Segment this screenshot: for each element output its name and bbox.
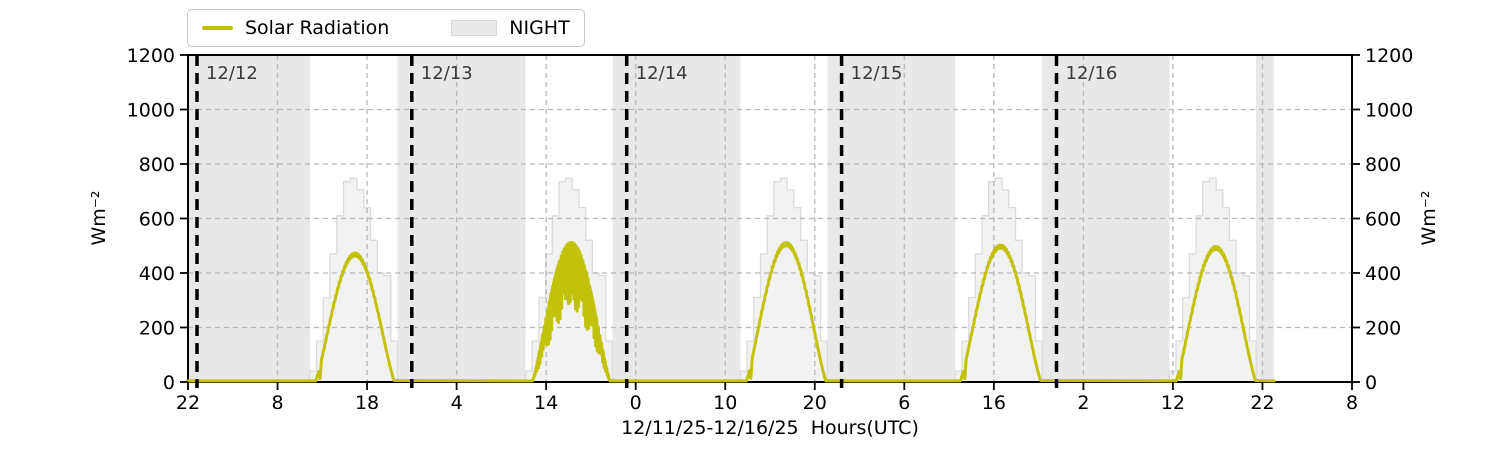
y-tick-label-right: 400 (1365, 263, 1401, 285)
y-tick-label-right: 800 (1365, 154, 1401, 176)
day-boundary-label: 12/12 (206, 63, 258, 84)
x-tick-label: 2 (1077, 392, 1089, 414)
x-tick-label: 22 (176, 392, 200, 414)
x-tick-label: 8 (271, 392, 283, 414)
day-boundary-label: 12/16 (1066, 63, 1118, 84)
y-axis-label-right: Wm⁻² (1418, 190, 1440, 246)
solar-line-swatch (202, 26, 233, 30)
y-tick-label-right: 0 (1365, 372, 1377, 394)
legend-item-night: NIGHT (451, 17, 570, 39)
x-tick-label: 8 (1346, 392, 1358, 414)
y-tick-label-right: 1000 (1365, 100, 1413, 122)
x-tick-label: 14 (534, 392, 558, 414)
legend-item-solar: Solar Radiation (202, 17, 389, 39)
night-patch-swatch (451, 20, 498, 36)
day-boundary-label: 12/14 (636, 63, 688, 84)
legend-label-night: NIGHT (509, 17, 570, 39)
x-tick-label: 0 (630, 392, 642, 414)
x-tick-label: 12 (1161, 392, 1185, 414)
y-tick-label-left: 1200 (127, 45, 175, 67)
x-tick-label: 22 (1250, 392, 1274, 414)
y-tick-label-left: 600 (139, 209, 175, 231)
clear-sky-steps (954, 177, 1043, 383)
legend: Solar Radiation NIGHT (187, 9, 585, 47)
night-band (1256, 55, 1275, 382)
y-tick-label-right: 200 (1365, 318, 1401, 340)
x-axis-label: 12/11/25-12/16/25 Hours(UTC) (621, 417, 919, 439)
clear-sky-steps (739, 177, 828, 383)
clear-sky-steps (1168, 177, 1257, 383)
legend-label-solar: Solar Radiation (245, 17, 390, 39)
day-boundary-label: 12/15 (851, 63, 903, 84)
y-tick-label-right: 600 (1365, 209, 1401, 231)
y-tick-label-left: 1000 (127, 100, 175, 122)
y-tick-label-right: 1200 (1365, 45, 1413, 67)
x-tick-label: 20 (803, 392, 827, 414)
y-tick-label-left: 200 (139, 318, 175, 340)
x-tick-label: 6 (898, 392, 910, 414)
y-tick-label-left: 400 (139, 263, 175, 285)
x-tick-label: 10 (713, 392, 737, 414)
x-tick-label: 4 (451, 392, 463, 414)
solar-radiation-line (186, 241, 1276, 383)
x-tick-label: 16 (982, 392, 1006, 414)
day-boundary-label: 12/13 (421, 63, 473, 84)
y-tick-label-left: 800 (139, 154, 175, 176)
x-tick-label: 18 (355, 392, 379, 414)
y-axis-label-left: Wm⁻² (88, 190, 110, 246)
y-tick-label-left: 0 (163, 372, 175, 394)
clear-sky-steps (309, 177, 399, 383)
